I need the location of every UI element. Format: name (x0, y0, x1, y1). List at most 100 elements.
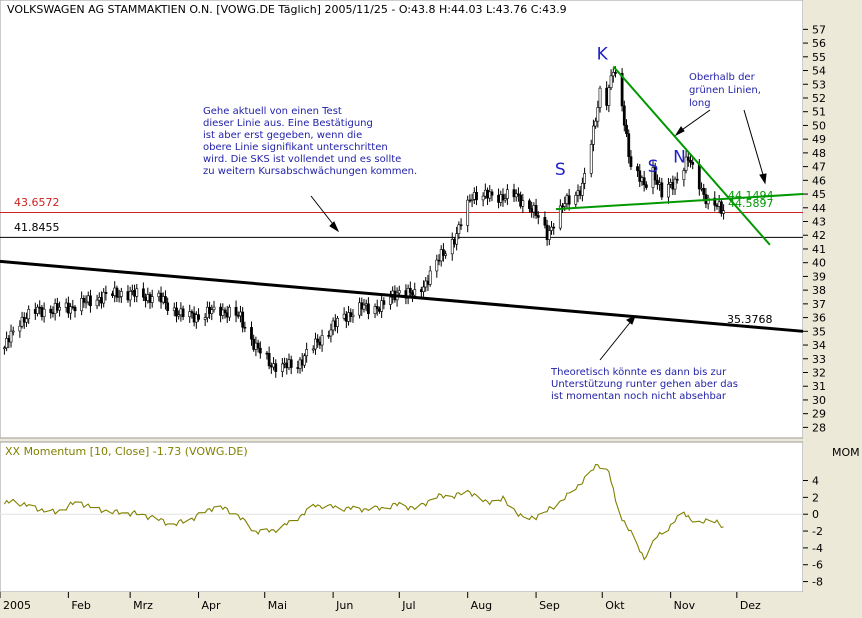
momentum-axis-label: MOM (832, 446, 860, 459)
price-tick-label: 42 (812, 229, 826, 242)
price-tick-label: 47 (812, 161, 826, 174)
price-tick-label: 39 (812, 270, 826, 283)
candle (684, 150, 688, 174)
candle (609, 69, 613, 91)
candle (256, 339, 260, 353)
candle (351, 309, 355, 323)
annotation-long: Oberhalb der grünen Linien, long (689, 72, 764, 109)
candle (27, 305, 31, 324)
momentum-tick-label: 2 (812, 491, 819, 504)
black-level-label: 41.8455 (14, 221, 60, 234)
momentum-panel (0, 441, 804, 593)
candle (42, 302, 46, 323)
candle (625, 119, 628, 138)
time-tick-label: Feb (71, 599, 90, 612)
time-tick-label: Mrz (133, 599, 153, 612)
candle (95, 294, 99, 310)
candle (598, 85, 602, 113)
red-level-label: 43.6572 (14, 196, 60, 209)
annotation-test-line: wird. Die SKS ist vollendet und es sollt… (203, 154, 401, 165)
candle (5, 331, 9, 352)
annotation-support-line: ist momentan noch nicht absehbar (551, 391, 727, 402)
candle (305, 342, 309, 363)
time-tick-label: Jul (401, 599, 415, 612)
candle (25, 312, 28, 327)
candle (543, 211, 547, 229)
price-tick-label: 50 (812, 119, 826, 132)
horizontal-levels (0, 211, 803, 238)
candle (457, 221, 461, 240)
arrow-to-downtrend (678, 109, 711, 133)
candle (627, 129, 631, 164)
candle (3, 345, 6, 355)
candle (316, 334, 320, 348)
candle (580, 177, 584, 202)
candle (177, 310, 181, 320)
candle (444, 250, 448, 259)
candle (667, 178, 670, 204)
long-term-level-label: 35.3768 (727, 313, 773, 326)
momentum-tick-label: -2 (812, 525, 823, 538)
momentum-tick-label: 0 (812, 508, 819, 521)
candle (475, 186, 478, 206)
candle (274, 359, 278, 378)
price-tick-label: 30 (812, 394, 826, 407)
trendline-neckline (555, 193, 804, 211)
candle (367, 297, 370, 320)
arrow-to-neckline (743, 109, 765, 179)
arrowhead-level (329, 221, 340, 233)
price-tick-label: 41 (812, 243, 826, 256)
candle (629, 150, 633, 170)
candle (210, 304, 214, 321)
candle (636, 163, 639, 177)
candle (691, 157, 695, 170)
arrowhead-support (626, 314, 636, 325)
pattern-letter: S (555, 160, 566, 180)
pattern-letter: K (597, 45, 609, 65)
candle (58, 301, 61, 317)
candle (258, 341, 262, 359)
candle (512, 183, 516, 202)
candle (89, 289, 92, 313)
price-tick-label: 49 (812, 133, 826, 146)
candle (73, 304, 77, 318)
candle (607, 84, 611, 113)
price-tick-label: 52 (812, 92, 826, 105)
candle (175, 301, 178, 323)
annotation-long-line: grünen Linien, (689, 85, 761, 96)
candle (80, 291, 84, 316)
price-tick-label: 35 (812, 325, 826, 338)
price-tick-label: 38 (812, 284, 826, 297)
candle (422, 280, 425, 297)
time-axis: 2005 Feb Mrz Apr Mai Jun Jul Aug Sep Okt Nov Dez (0, 592, 761, 612)
candle (408, 281, 412, 297)
candle (428, 265, 432, 287)
trendlines (0, 65, 804, 333)
candle (349, 308, 353, 323)
arrow-to-support (599, 319, 633, 361)
price-axis: 2829303132333435363738394041424344454647… (803, 23, 826, 434)
candle (280, 358, 284, 378)
candle (382, 297, 386, 310)
candle (84, 295, 88, 309)
candle (373, 303, 377, 319)
neckline-value-1: 44.1494 (728, 189, 774, 202)
candle (203, 313, 207, 327)
pattern-letter: S (648, 157, 659, 177)
price-panel (0, 0, 804, 439)
candle (490, 189, 494, 202)
momentum-series (0, 463, 803, 561)
candle (455, 226, 459, 251)
price-tick-label: 28 (812, 421, 826, 434)
candle (686, 153, 690, 167)
price-tick-label: 32 (812, 366, 826, 379)
momentum-line (3, 463, 724, 561)
candle (638, 163, 642, 187)
candle (250, 321, 253, 346)
time-axis-area (0, 592, 862, 614)
candle (583, 167, 587, 190)
momentum-tick-label: -4 (812, 542, 823, 555)
candle (18, 320, 22, 338)
